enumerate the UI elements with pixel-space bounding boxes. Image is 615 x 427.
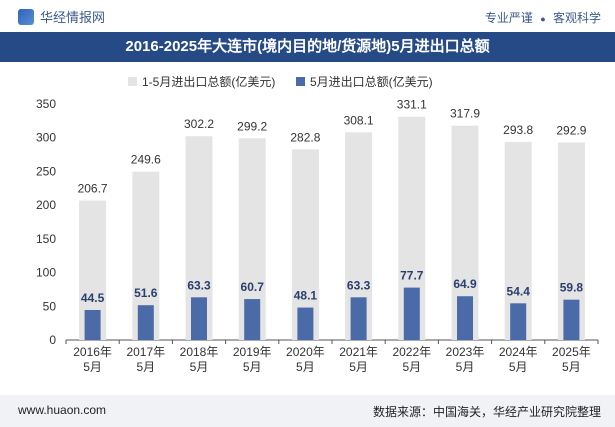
data-label-may: 48.1 [294, 289, 318, 303]
data-label-total: 299.2 [237, 119, 267, 133]
data-label-total: 292.9 [556, 124, 586, 138]
data-label-may: 44.5 [81, 291, 105, 305]
footer: www.huaon.com 数据来源：中国海关，华经产业研究院整理 [0, 395, 615, 427]
bar-may [84, 309, 101, 340]
data-label-may: 64.9 [453, 277, 477, 291]
legend-label-1: 1-5月进出口总额(亿美元) [142, 74, 275, 89]
bar-may [403, 287, 420, 340]
data-label-may: 54.4 [507, 284, 531, 298]
legend: 1-5月进出口总额(亿美元) 5月进出口总额(亿美元) [128, 74, 433, 89]
bar-may [510, 303, 527, 340]
y-tick-label: 100 [36, 266, 56, 280]
legend-swatch-2 [296, 77, 305, 86]
x-tick-label: 2020年 5月 [286, 345, 325, 374]
x-tick-label: 2016年 5月 [73, 345, 112, 374]
y-tick-label: 200 [36, 198, 56, 212]
brand: 华经情报网 [18, 7, 105, 26]
x-tick-label: 2017年 5月 [126, 345, 165, 374]
y-tick-label: 350 [36, 97, 56, 111]
title-bar: 2016-2025年大连市(境内目的地/货源地)5月进出口总额 [0, 32, 615, 62]
brand-name: 华经情报网 [40, 10, 106, 25]
data-label-may: 77.7 [400, 269, 424, 283]
bar-may [563, 299, 580, 340]
data-label-may: 59.8 [560, 281, 584, 295]
x-tick-label: 2023年 5月 [446, 345, 485, 374]
chart-title: 2016-2025年大连市(境内目的地/货源地)5月进出口总额 [125, 38, 490, 55]
x-tick-label: 2018年 5月 [180, 345, 219, 374]
bar-may [297, 307, 314, 340]
tag-separator: ● [540, 14, 546, 24]
x-tick-label: 2021年 5月 [339, 345, 378, 374]
y-tick-label: 50 [43, 299, 57, 313]
footer-url: www.huaon.com [18, 403, 107, 417]
tag-2: 客观科学 [552, 11, 601, 25]
bar-may [350, 297, 367, 340]
tag-1: 专业严谨 [484, 11, 533, 25]
data-label-may: 60.7 [241, 280, 265, 294]
data-label-total: 317.9 [450, 107, 480, 121]
y-tick-label: 150 [36, 232, 56, 246]
footer-source: 数据来源：中国海关，华经产业研究院整理 [372, 405, 601, 419]
y-tick-label: 0 [49, 333, 56, 347]
legend-swatch-1 [128, 77, 137, 86]
brand-logo-icon [18, 8, 34, 25]
x-tick-label: 2019年 5月 [233, 345, 272, 374]
data-label-total: 293.8 [503, 123, 533, 137]
data-label-total: 249.6 [131, 153, 161, 167]
data-label-total: 206.7 [78, 182, 108, 196]
bar-chart: 1-5月进出口总额(亿美元) 5月进出口总额(亿美元) 0 50 100 150 200 25… [36, 74, 599, 374]
x-tick-label: 2022年 5月 [392, 345, 431, 374]
legend-label-2: 5月进出口总额(亿美元) [310, 74, 433, 89]
bar-may [137, 305, 154, 340]
y-tick-label: 250 [36, 164, 56, 178]
x-tick-label: 2024年 5月 [499, 345, 538, 374]
tagline: 专业严谨 ● 客观科学 [481, 9, 601, 26]
data-label-total: 331.1 [397, 98, 427, 112]
data-label-total: 302.2 [184, 117, 214, 131]
y-tick-label: 300 [36, 131, 56, 145]
data-label-total: 308.1 [344, 113, 374, 127]
top-bar: 华经情报网 专业严谨 ● 客观科学 [0, 0, 615, 32]
x-tick-label: 2025年 5月 [552, 345, 591, 374]
data-label-may: 63.3 [187, 278, 211, 292]
data-label-total: 282.8 [290, 130, 320, 144]
bar-may [457, 296, 473, 340]
bar-may [244, 299, 261, 340]
bar-may [191, 297, 207, 340]
data-label-may: 51.6 [134, 286, 158, 300]
data-label-may: 63.3 [347, 278, 371, 292]
